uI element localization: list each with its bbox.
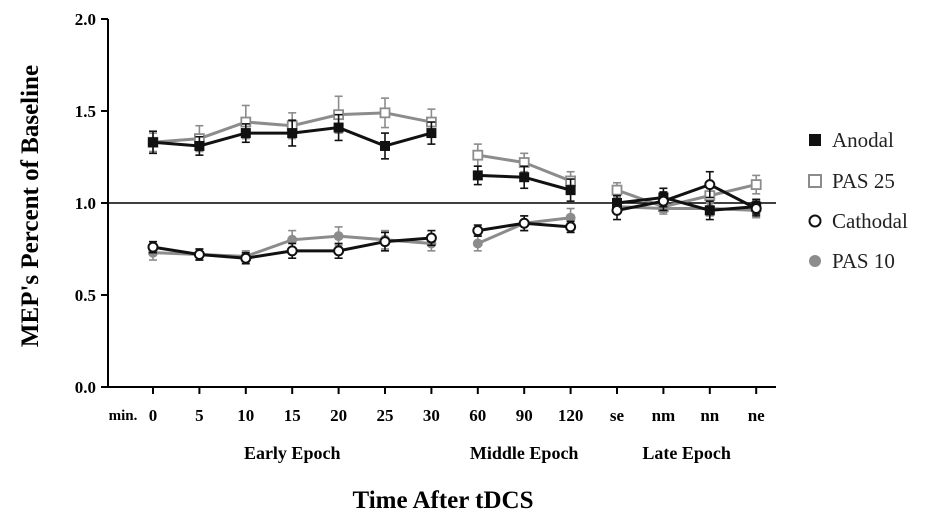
legend-item-pas-10: PAS 10 bbox=[809, 249, 895, 273]
x-tick-label: nm bbox=[652, 406, 676, 425]
legend-marker bbox=[808, 214, 822, 228]
data-point-pas-25 bbox=[472, 149, 484, 161]
epoch-label: Early Epoch bbox=[244, 443, 341, 463]
data-point-cathodal bbox=[333, 245, 345, 257]
data-point-cathodal bbox=[472, 225, 484, 237]
x-tick-label: ne bbox=[748, 406, 765, 425]
legend-item-pas-25: PAS 25 bbox=[808, 169, 895, 193]
data-point-anodal bbox=[426, 128, 437, 139]
x-tick-label: 10 bbox=[237, 406, 254, 425]
data-point-anodal bbox=[287, 128, 298, 139]
legend-label: Cathodal bbox=[832, 209, 908, 233]
y-tick-label: 0.0 bbox=[75, 378, 96, 397]
data-point-pas-25 bbox=[379, 107, 391, 119]
x-tick-label: 5 bbox=[195, 406, 204, 425]
data-point-anodal bbox=[380, 140, 390, 151]
x-tick-label: nn bbox=[700, 406, 719, 425]
legend-item-cathodal: Cathodal bbox=[808, 209, 908, 233]
data-point-pas-10 bbox=[565, 212, 576, 223]
data-point-cathodal bbox=[240, 252, 252, 264]
data-point-cathodal bbox=[379, 236, 391, 248]
x-tick-label: 90 bbox=[516, 406, 533, 425]
data-point-pas-10 bbox=[472, 238, 483, 249]
epoch-label: Late Epoch bbox=[642, 443, 731, 463]
data-point-cathodal bbox=[565, 221, 577, 233]
series-pas-25 bbox=[147, 95, 762, 213]
data-point-anodal bbox=[519, 172, 530, 183]
data-point-cathodal bbox=[193, 249, 205, 261]
data-point-pas-10 bbox=[333, 231, 344, 242]
x-tick-label: 25 bbox=[377, 406, 394, 425]
x-tick-label: se bbox=[610, 406, 625, 425]
data-point-anodal bbox=[333, 122, 344, 133]
data-point-pas-25 bbox=[750, 179, 762, 191]
x-tick-label: 30 bbox=[423, 406, 440, 425]
y-tick-label: 2.0 bbox=[75, 10, 96, 29]
data-point-cathodal bbox=[518, 217, 530, 229]
data-point-cathodal bbox=[750, 203, 762, 215]
x-tick-label: 20 bbox=[330, 406, 347, 425]
y-tick-label: 1.0 bbox=[75, 194, 96, 213]
series-cathodal bbox=[147, 170, 762, 265]
legend-marker bbox=[808, 174, 822, 188]
x-tick-label: 15 bbox=[284, 406, 301, 425]
epoch-label: Middle Epoch bbox=[470, 443, 579, 463]
data-point-anodal bbox=[148, 137, 158, 148]
data-point-cathodal bbox=[425, 232, 437, 244]
x-tick-label: 0 bbox=[149, 406, 158, 425]
data-point-pas-10 bbox=[287, 234, 298, 245]
data-point-cathodal bbox=[611, 204, 623, 216]
data-point-anodal bbox=[194, 140, 205, 151]
y-axis-title: MEP's Percent of Baseline bbox=[17, 65, 44, 347]
series-line-pas-25 bbox=[616, 183, 757, 209]
y-tick-label: 0.5 bbox=[75, 286, 96, 305]
legend-label: PAS 10 bbox=[832, 249, 895, 273]
series-pas-10 bbox=[148, 200, 762, 263]
data-point-cathodal bbox=[657, 195, 669, 207]
data-point-cathodal bbox=[704, 179, 716, 191]
series-line-cathodal bbox=[616, 182, 757, 212]
legend-label: Anodal bbox=[832, 128, 894, 152]
legend-item-anodal: Anodal bbox=[809, 128, 894, 152]
legend-marker bbox=[809, 134, 821, 146]
series-line-anodal bbox=[616, 195, 757, 212]
data-point-cathodal bbox=[286, 245, 298, 257]
data-point-anodal bbox=[565, 185, 576, 196]
data-point-pas-25 bbox=[611, 184, 623, 196]
data-point-anodal bbox=[704, 205, 715, 216]
x-tick-label: 120 bbox=[558, 406, 584, 425]
legend-marker bbox=[809, 255, 821, 267]
data-point-anodal bbox=[472, 170, 483, 181]
x-unit-label: min. bbox=[109, 408, 138, 424]
legend-label: PAS 25 bbox=[832, 169, 895, 193]
x-axis-title: Time After tDCS bbox=[353, 487, 534, 513]
data-point-cathodal bbox=[147, 241, 159, 253]
x-tick-label: 60 bbox=[469, 406, 486, 425]
y-tick-label: 1.5 bbox=[75, 102, 96, 121]
data-point-anodal bbox=[240, 128, 251, 139]
